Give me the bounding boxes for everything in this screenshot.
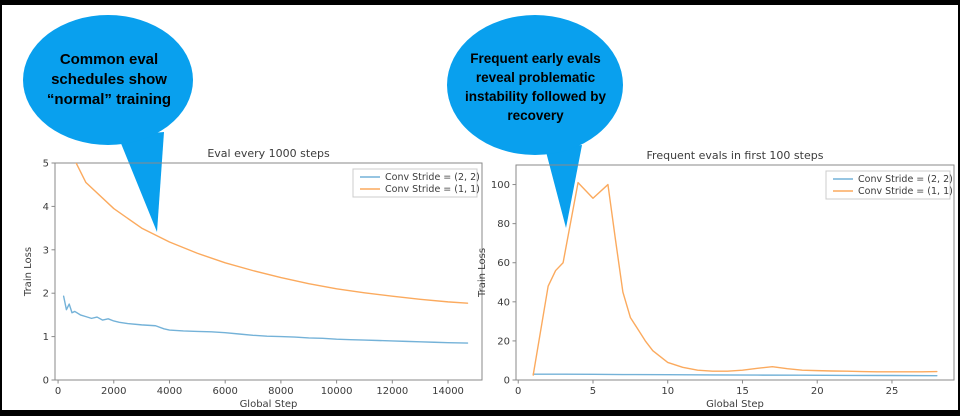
y-tick-label: 2 xyxy=(43,289,49,300)
frame-top-bar xyxy=(0,0,960,5)
y-tick-label: 4 xyxy=(43,202,49,213)
series-line-conv-stride-1-1- xyxy=(75,163,469,304)
x-tick-label: 6000 xyxy=(212,386,237,397)
legend-label: Conv Stride = (2, 2) xyxy=(858,174,953,185)
x-tick-label: 10 xyxy=(661,386,674,397)
chart-title: Eval every 1000 steps xyxy=(207,147,330,160)
y-tick-label: 60 xyxy=(497,258,510,269)
y-tick-label: 5 xyxy=(43,159,49,170)
x-tick-label: 0 xyxy=(515,386,521,397)
y-tick-label: 20 xyxy=(497,336,510,347)
legend-label: Conv Stride = (1, 1) xyxy=(858,186,953,197)
plot-frame xyxy=(54,162,483,381)
chart-frequent-evals-first-100-steps: Frequent evals in first 100 steps 0 5 10 15 2… xyxy=(477,149,955,410)
x-tick-label: 4000 xyxy=(157,386,182,397)
y-tick-label: 1 xyxy=(43,332,49,343)
frame-bottom-bar xyxy=(0,410,960,416)
x-axis-label: Global Step xyxy=(240,399,298,410)
plot-frame xyxy=(515,164,955,381)
series-line-conv-stride-2-2- xyxy=(62,295,469,344)
speech-bubble-right-tail xyxy=(545,145,582,228)
y-tick-label: 0 xyxy=(504,376,510,387)
y-tick-label: 3 xyxy=(43,245,49,256)
x-tick-label: 25 xyxy=(886,386,899,397)
speech-bubble-right xyxy=(447,15,623,228)
speech-bubble-left-tail xyxy=(118,132,164,232)
speech-bubble-left xyxy=(23,15,193,232)
x-tick-label: 0 xyxy=(55,386,61,397)
legend-label: Conv Stride = (2, 2) xyxy=(385,172,480,183)
x-tick-label: 5 xyxy=(590,386,596,397)
y-axis-label: Train Loss xyxy=(23,247,34,297)
y-tick-label: 100 xyxy=(491,180,510,191)
x-tick-label: 2000 xyxy=(101,386,126,397)
x-tick-label: 15 xyxy=(736,386,749,397)
speech-bubble-left-text: Common eval schedules show “normal” trai… xyxy=(46,51,172,108)
speech-bubble-right-text: Frequent early evals reveal problematic … xyxy=(464,51,606,123)
x-tick-label: 14000 xyxy=(432,386,464,397)
legend-box xyxy=(352,168,478,198)
y-tick-label: 0 xyxy=(43,376,49,387)
y-tick-label: 40 xyxy=(497,297,510,308)
series-line-conv-stride-1-1- xyxy=(532,181,938,376)
y-tick-label: 80 xyxy=(497,219,510,230)
x-tick-label: 20 xyxy=(811,386,824,397)
speech-bubble-left-body xyxy=(23,15,193,145)
speech-bubble-right-body xyxy=(447,15,623,155)
x-tick-label: 8000 xyxy=(268,386,293,397)
x-tick-label: 10000 xyxy=(321,386,353,397)
x-axis-label: Global Step xyxy=(706,399,764,410)
legend-box xyxy=(825,170,951,200)
legend-label: Conv Stride = (1, 1) xyxy=(385,184,480,195)
x-tick-label: 12000 xyxy=(376,386,408,397)
chart-title: Frequent evals in first 100 steps xyxy=(647,149,824,162)
series-line-conv-stride-2-2- xyxy=(532,373,938,377)
frame-left-bar xyxy=(0,0,2,416)
y-axis-label: Train Loss xyxy=(477,248,488,298)
frame-right-bar xyxy=(958,0,960,416)
